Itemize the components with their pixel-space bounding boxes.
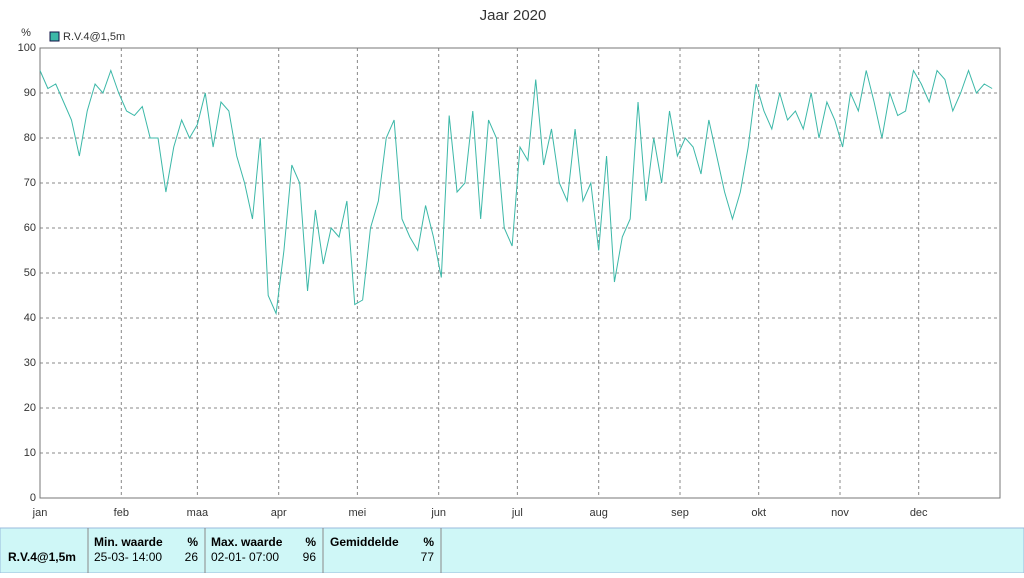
y-axis-label: % bbox=[21, 27, 31, 39]
x-tick-label: okt bbox=[751, 507, 766, 519]
y-tick-label: 90 bbox=[24, 87, 36, 99]
y-tick-label: 30 bbox=[24, 357, 36, 369]
y-tick-label: 40 bbox=[24, 312, 36, 324]
time: 02-01- 07:00 bbox=[211, 550, 279, 564]
stats-panel: R.V.4@1,5m Min. waarde % 25-03- 14:00 26… bbox=[0, 527, 1024, 574]
x-tick-label: jul bbox=[511, 507, 523, 519]
header: Gemiddelde bbox=[330, 535, 399, 549]
time: 25-03- 14:00 bbox=[94, 550, 162, 564]
y-tick-label: 0 bbox=[30, 492, 36, 504]
legend-label: R.V.4@1,5m bbox=[63, 31, 125, 43]
value: 26 bbox=[185, 550, 199, 564]
y-tick-label: 20 bbox=[24, 402, 36, 414]
value: 96 bbox=[303, 550, 317, 564]
stats-name: R.V.4@1,5m bbox=[8, 550, 76, 564]
x-tick-label: apr bbox=[271, 507, 287, 519]
y-tick-label: 80 bbox=[24, 132, 36, 144]
value: 77 bbox=[421, 550, 435, 564]
plot-border bbox=[39, 47, 1001, 499]
x-tick-label: jan bbox=[32, 507, 48, 519]
header: Max. waarde bbox=[211, 535, 283, 549]
x-tick-label: nov bbox=[831, 507, 849, 519]
unit: % bbox=[187, 535, 198, 549]
line bbox=[39, 68, 993, 316]
x-tick-label: jun bbox=[430, 507, 446, 519]
y-tick-label: 60 bbox=[24, 222, 36, 234]
x-tick-label: aug bbox=[590, 507, 608, 519]
x-tick-label: dec bbox=[910, 507, 928, 519]
chart-title: Jaar 2020 bbox=[480, 7, 547, 24]
header: Min. waarde bbox=[94, 535, 163, 549]
unit: % bbox=[305, 535, 316, 549]
y-tick-label: 50 bbox=[24, 267, 36, 279]
y-tick-label: 100 bbox=[18, 42, 36, 54]
y-tick-label: 10 bbox=[24, 447, 36, 459]
unit: % bbox=[423, 535, 434, 549]
x-tick-label: maa bbox=[187, 507, 209, 519]
y-tick-label: 70 bbox=[24, 177, 36, 189]
legend-swatch bbox=[49, 31, 60, 42]
x-tick-label: sep bbox=[671, 507, 689, 519]
x-tick-label: feb bbox=[114, 507, 129, 519]
x-tick-label: mei bbox=[349, 507, 367, 519]
